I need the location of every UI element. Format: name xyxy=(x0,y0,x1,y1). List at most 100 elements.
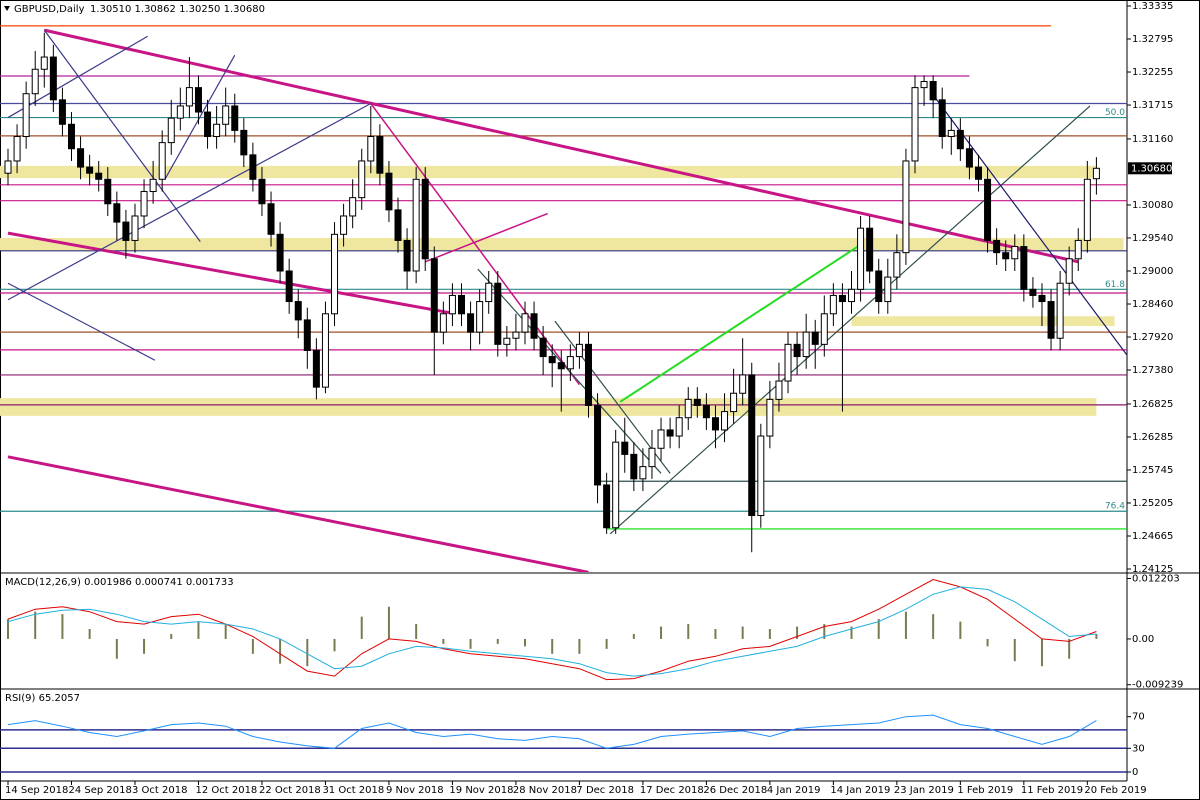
indicator-line xyxy=(7,578,1097,681)
candle-body xyxy=(421,178,429,260)
y-tick-label: 1.30080 xyxy=(1132,200,1173,211)
candle-body xyxy=(811,331,819,345)
x-tick-label: 14 Jan 2019 xyxy=(830,785,890,796)
candle-body xyxy=(267,203,275,235)
candle-body xyxy=(920,80,928,89)
y-tick-label: 1.31715 xyxy=(1132,100,1173,111)
candle-body xyxy=(77,148,85,168)
candle-body xyxy=(303,319,311,351)
candle-body xyxy=(748,374,756,517)
rsi-title: RSI(9) 65.2057 xyxy=(5,693,80,704)
candle-body xyxy=(566,356,574,370)
candle-body xyxy=(584,343,592,406)
candle-body xyxy=(358,160,366,199)
candle-body xyxy=(285,270,293,303)
candle-body xyxy=(757,435,765,517)
macd-title: MACD(12,26,9) 0.001986 0.000741 0.001733 xyxy=(5,577,234,588)
candle-body xyxy=(31,68,39,95)
x-tick-label: 4 Jan 2019 xyxy=(767,785,821,796)
y-tick-label: 1.24665 xyxy=(1132,531,1173,542)
y-tick-label: 1.24125 xyxy=(1132,564,1173,575)
x-tick-label: 3 Oct 2018 xyxy=(132,785,187,796)
trendline xyxy=(164,54,236,180)
x-tick-label: 19 Nov 2018 xyxy=(449,785,513,796)
candle-body xyxy=(1092,167,1100,180)
y-tick-label: 1.25745 xyxy=(1132,465,1173,476)
candle-body xyxy=(512,331,520,339)
x-tick-label: 23 Jan 2019 xyxy=(894,785,954,796)
candle-body xyxy=(258,178,266,205)
indicator-line xyxy=(7,714,1097,749)
candle-body xyxy=(575,343,583,358)
candle-body xyxy=(557,362,565,370)
candle-body xyxy=(684,398,692,419)
trendline xyxy=(7,455,589,572)
candle-body xyxy=(848,288,856,303)
symbol-menu-icon[interactable] xyxy=(4,6,10,11)
zone xyxy=(851,316,1115,327)
candle-body xyxy=(294,301,302,321)
candle-body xyxy=(276,233,284,272)
zone xyxy=(0,398,1097,416)
candle-body xyxy=(956,129,964,150)
x-tick-label: 1 Feb 2019 xyxy=(957,785,1013,796)
candle-body xyxy=(693,398,701,406)
candle-body xyxy=(893,252,901,278)
candle-body xyxy=(158,142,166,180)
candle-body xyxy=(1029,288,1037,296)
candle-body xyxy=(594,404,602,486)
candle-body xyxy=(140,191,148,217)
trendline xyxy=(619,243,862,403)
candle-body xyxy=(666,429,674,437)
candle-body xyxy=(1065,258,1073,284)
candle-body xyxy=(49,56,57,101)
candle-body xyxy=(539,337,547,358)
y-tick-label: 1.26825 xyxy=(1132,399,1173,410)
candle-body xyxy=(321,313,329,388)
candle-body xyxy=(331,233,339,315)
candle-body xyxy=(929,80,937,101)
candle-body xyxy=(784,343,792,382)
candle-body xyxy=(149,178,157,193)
candle-body xyxy=(249,154,257,180)
candle-body xyxy=(204,111,212,138)
candle-body xyxy=(458,294,465,315)
candle-body xyxy=(1047,301,1055,339)
candle-body xyxy=(4,160,12,174)
candle-body xyxy=(213,123,221,138)
candle-body xyxy=(376,136,384,174)
candle-body xyxy=(231,105,239,131)
candle-body xyxy=(403,239,411,272)
candle-body xyxy=(240,129,248,156)
main-plot: 50.0 61.8 76.4 xyxy=(0,25,1127,572)
y-tick-label: 1.33335 xyxy=(1132,1,1173,12)
candle-body xyxy=(95,172,103,180)
x-tick-label: 11 Feb 2019 xyxy=(1021,785,1083,796)
candle-body xyxy=(775,380,783,400)
y-tick-label: 1.26285 xyxy=(1132,432,1173,443)
y-tick-label: -0.009239 xyxy=(1132,680,1183,691)
candle-body xyxy=(657,429,665,449)
y-tick-label: 0 xyxy=(1132,767,1138,778)
candle-body xyxy=(122,221,130,241)
trendline xyxy=(7,231,453,315)
candle-body xyxy=(86,166,94,174)
trendline xyxy=(424,212,548,263)
y-tick-label: 70 xyxy=(1132,712,1145,723)
indicator-line xyxy=(7,586,1097,677)
trendline xyxy=(929,90,1127,357)
x-tick-label: 22 Oct 2018 xyxy=(259,785,321,796)
quote: 1.30510 1.30862 1.30250 1.30680 xyxy=(90,4,265,15)
candle-body xyxy=(829,294,837,315)
candle-body xyxy=(1083,178,1091,241)
candle-body xyxy=(702,404,710,419)
candle-body xyxy=(984,178,992,241)
candle-body xyxy=(167,117,175,144)
candle-body xyxy=(40,56,48,70)
y-tick-label: 1.27380 xyxy=(1132,365,1173,376)
candle-body xyxy=(965,148,973,168)
candle-body xyxy=(802,331,810,358)
x-tick-label: 31 Oct 2018 xyxy=(322,785,384,796)
y-tick-label: 0.00 xyxy=(1132,634,1154,645)
